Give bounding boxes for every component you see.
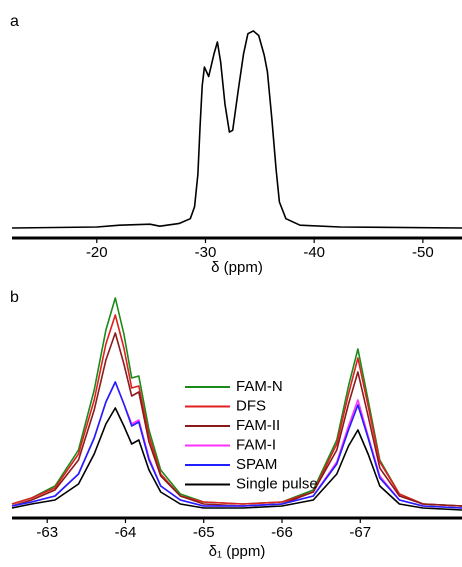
spectrum-line [11, 297, 462, 507]
legend-label: FAM-II [236, 417, 280, 434]
panel-label: a [10, 13, 19, 30]
legend-label: DFS [236, 397, 266, 414]
spectrum-line [11, 381, 462, 509]
x-tick-label: -63 [36, 524, 58, 541]
legend-label: FAM-I [236, 436, 276, 453]
spectrum-line [11, 332, 462, 507]
x-tick-label: -65 [193, 524, 215, 541]
legend-label: FAM-N [236, 378, 283, 395]
spectrum-line [11, 407, 462, 511]
x-tick-label: -64 [115, 524, 137, 541]
panel-label: b [10, 289, 19, 306]
legend-label: SPAM [236, 456, 277, 473]
x-axis-title: δ (ppm) [211, 259, 263, 276]
x-tick-label: -50 [412, 244, 434, 261]
x-axis-title: δ₁ (ppm) [209, 543, 266, 560]
legend-label: Single pulse [236, 475, 318, 492]
x-tick-label: -67 [349, 524, 371, 541]
x-tick-label: -40 [303, 244, 325, 261]
x-tick-label: -20 [86, 244, 108, 261]
spectrum-line [11, 30, 462, 229]
x-tick-label: -66 [271, 524, 293, 541]
x-tick-label: -30 [195, 244, 217, 261]
